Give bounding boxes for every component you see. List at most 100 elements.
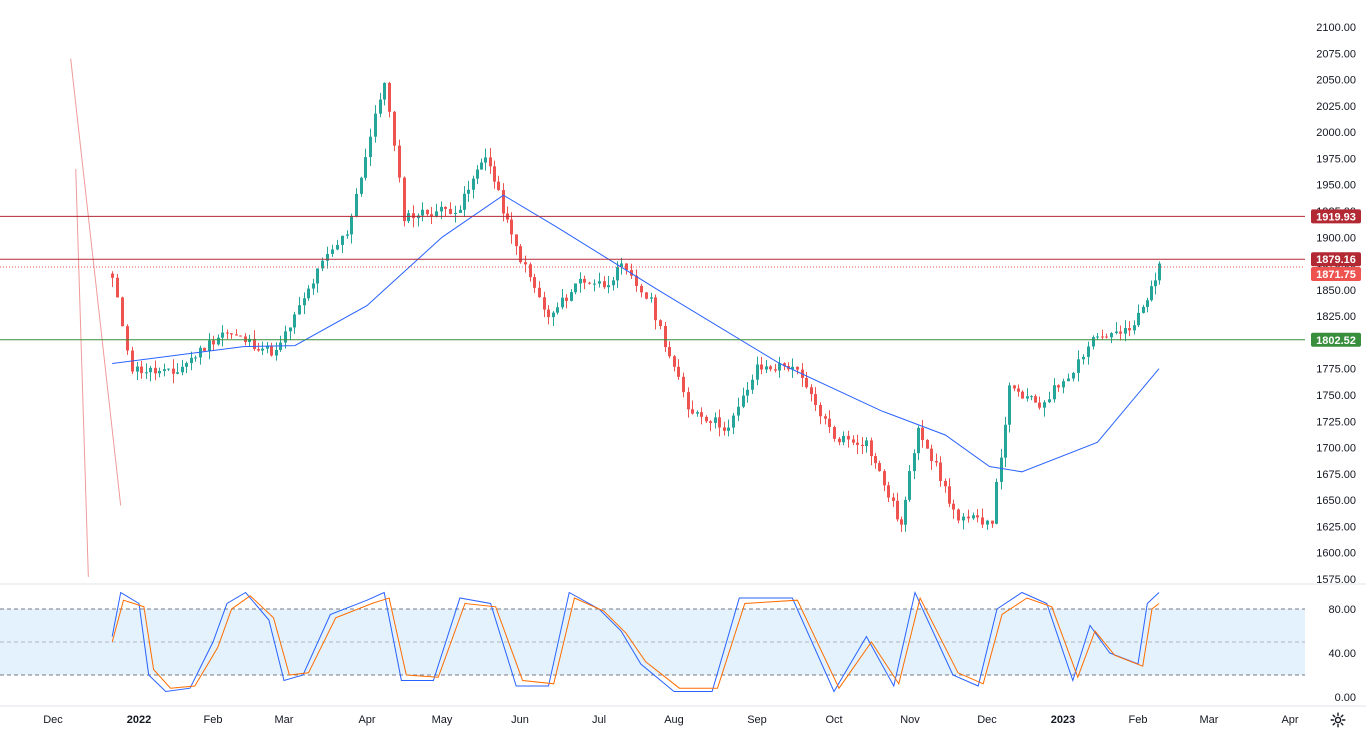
candle-body <box>1048 399 1051 403</box>
candle-body <box>515 234 518 247</box>
time-axis-tick: Feb <box>1129 714 1148 726</box>
candle-body <box>121 297 124 327</box>
candle-body <box>289 327 292 332</box>
candle-body <box>778 363 781 371</box>
candle-body <box>212 340 215 345</box>
settings-gear-button[interactable] <box>1328 710 1348 730</box>
candle-body <box>235 334 238 336</box>
candle-body <box>972 515 975 519</box>
time-axis-tick: Mar <box>1200 714 1219 726</box>
candle-body <box>321 260 324 269</box>
candle-body <box>842 435 845 443</box>
candle-body <box>1043 402 1046 408</box>
candle-body <box>1154 280 1157 287</box>
candle-body <box>819 404 822 417</box>
level-badge-label: 1802.52 <box>1316 335 1356 347</box>
candle-body <box>700 412 703 417</box>
time-axis-tick: Jul <box>592 714 606 726</box>
candle-body <box>369 136 372 158</box>
level-badge <box>1311 252 1361 267</box>
price-axis-tick: 1625.00 <box>1316 521 1356 533</box>
candle-body <box>230 333 233 335</box>
price-axis-tick: 1975.00 <box>1316 153 1356 165</box>
level-badge <box>1311 209 1361 224</box>
stoch-axis-tick: 40.00 <box>1328 648 1356 660</box>
candle-body <box>407 213 410 222</box>
price-axis-tick: 1825.00 <box>1316 311 1356 323</box>
time-axis-tick: Dec <box>43 714 63 726</box>
candle-body <box>654 297 657 321</box>
time-axis-tick: Sep <box>747 714 767 726</box>
candle-body <box>913 453 916 472</box>
candle-body <box>145 372 148 374</box>
time-axis-tick: Oct <box>825 714 842 726</box>
candle-body <box>926 440 929 449</box>
candle-body <box>874 456 877 464</box>
candle-body <box>261 348 264 351</box>
candle-body <box>668 347 671 357</box>
candle-body <box>691 409 694 414</box>
candle-body <box>1087 346 1090 357</box>
candle-body <box>1137 312 1140 326</box>
candle-body <box>620 263 623 268</box>
candle-body <box>900 519 903 525</box>
level-badge-label: 1871.75 <box>1316 269 1356 281</box>
candle-body <box>1119 331 1122 334</box>
candle-body <box>1096 336 1099 338</box>
candle-body <box>612 280 615 286</box>
level-badge-label: 1919.93 <box>1316 211 1356 223</box>
candle-body <box>991 520 994 524</box>
candle-body <box>1013 385 1016 389</box>
candle-body <box>426 209 429 215</box>
candle-body <box>298 305 301 315</box>
stoch-line-k <box>111 590 1160 693</box>
candle-body <box>574 283 577 293</box>
candle-body <box>476 169 479 179</box>
candle-body <box>312 283 315 289</box>
trend-channel-upper <box>70 58 122 506</box>
candle-body <box>976 515 979 518</box>
candle-body <box>484 157 487 163</box>
time-axis-tick: 2023 <box>1051 714 1075 726</box>
candle-body <box>967 516 970 519</box>
candle-body <box>1128 328 1131 331</box>
price-axis-tick: 1575.00 <box>1316 574 1356 586</box>
candle-body <box>765 366 768 370</box>
candle-body <box>1092 337 1095 347</box>
candle-body <box>167 368 170 370</box>
candle-body <box>388 82 391 112</box>
candle-body <box>459 209 462 213</box>
candle-body <box>1150 286 1153 301</box>
candle-body <box>454 212 457 214</box>
candle-body <box>1072 372 1075 379</box>
candle-body <box>847 435 850 440</box>
level-badge-label: 1879.16 <box>1316 254 1356 266</box>
candle-body <box>1133 325 1136 331</box>
candle-body <box>930 448 933 462</box>
candle-body <box>1101 336 1104 338</box>
candle-body <box>1146 300 1149 307</box>
candle-body <box>203 347 206 352</box>
candle-body <box>149 367 152 373</box>
candle-body <box>588 282 591 284</box>
candle-body <box>598 281 601 284</box>
candle-body <box>303 298 306 306</box>
price-axis-tick: 2000.00 <box>1316 127 1356 139</box>
candle-body <box>341 235 344 245</box>
candle-body <box>364 157 367 178</box>
candle-body <box>275 349 278 356</box>
candle-body <box>270 345 273 356</box>
candle-body <box>346 234 349 236</box>
candle-body <box>336 244 339 250</box>
candle-body <box>579 278 582 284</box>
candle-body <box>374 113 377 137</box>
candle-body <box>1000 457 1003 482</box>
level-badge <box>1311 266 1361 281</box>
candle-body <box>878 463 881 472</box>
candle-body <box>616 267 619 281</box>
candle-body <box>824 416 827 419</box>
candle-body <box>561 297 564 308</box>
time-axis-tick: Nov <box>900 714 920 726</box>
